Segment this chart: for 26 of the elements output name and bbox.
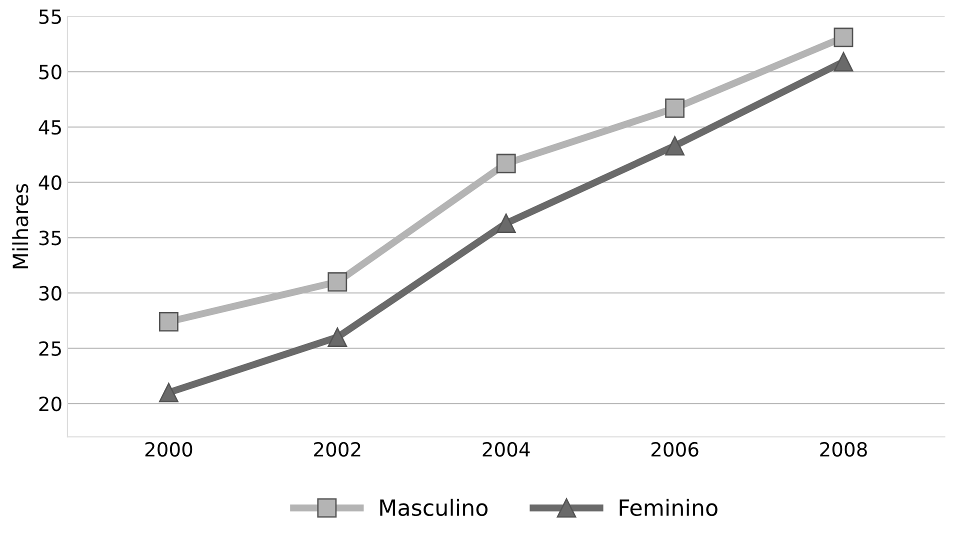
point	[665, 98, 685, 118]
x-tick-label: 2008	[820, 442, 867, 457]
y-tick-label: 50	[39, 64, 62, 80]
x-tick-label: 2002	[314, 442, 360, 457]
y-tick-label: 30	[39, 286, 62, 301]
point	[158, 382, 178, 402]
y-tick-label: 35	[39, 230, 61, 246]
y-axis-title: Milhares	[12, 184, 28, 268]
point	[496, 214, 516, 233]
y-tick-label: 55	[39, 10, 61, 24]
legend-label: Masculino	[380, 498, 488, 516]
point	[328, 272, 348, 292]
y-tick-label: 20	[39, 396, 62, 412]
y-tick-label: 25	[39, 341, 61, 356]
x-tick-label: 2000	[145, 442, 192, 457]
point	[496, 154, 516, 174]
x-tick-label: 2004	[482, 442, 530, 457]
point	[665, 136, 685, 156]
y-tick-label: 45	[38, 120, 61, 135]
y-tick-label: 40	[38, 175, 62, 190]
legend-label: Feminino	[620, 498, 718, 516]
x-tick-label: 2006	[651, 442, 698, 457]
point	[328, 328, 348, 347]
point	[158, 312, 178, 332]
point	[834, 52, 854, 72]
point	[834, 28, 854, 48]
